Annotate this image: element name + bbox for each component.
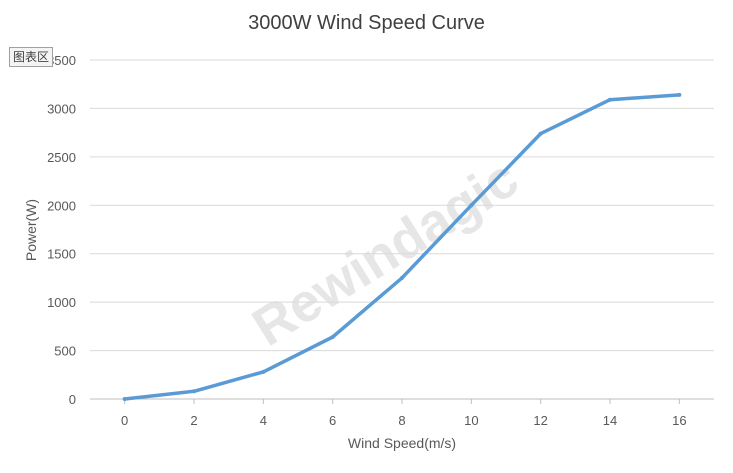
x-tick-label: 2 (190, 413, 197, 428)
series-layer (122, 92, 682, 401)
x-axis-title: Wind Speed(m/s) (348, 435, 456, 451)
y-tick-label: 2000 (47, 198, 76, 213)
x-tick-label: 4 (260, 413, 267, 428)
watermark-text: Rewindagic (242, 148, 528, 358)
data-point[interactable] (192, 389, 196, 394)
y-axis-ticks: 0 500 1000 1500 2000 2500 3000 3500 (47, 53, 76, 407)
y-tick-label: 3500 (47, 53, 76, 68)
y-tick-label: 2500 (47, 150, 76, 165)
x-tick-label: 8 (398, 413, 405, 428)
x-tick-label: 12 (533, 413, 547, 428)
y-tick-label: 1000 (47, 295, 76, 310)
x-tick-label: 6 (329, 413, 336, 428)
x-tick-label: 10 (464, 413, 478, 428)
data-point[interactable] (400, 275, 404, 280)
y-tick-label: 3000 (47, 101, 76, 116)
data-point[interactable] (677, 92, 682, 97)
data-point[interactable] (538, 131, 543, 136)
y-tick-label: 500 (54, 344, 76, 359)
x-tick-label: 0 (121, 413, 128, 428)
data-point[interactable] (469, 203, 474, 208)
data-point[interactable] (330, 335, 335, 340)
y-tick-label: 0 (69, 392, 76, 407)
y-tick-label: 1500 (47, 247, 76, 262)
data-point[interactable] (608, 97, 612, 102)
data-point[interactable] (261, 369, 266, 374)
x-tick-label: 14 (603, 413, 617, 428)
y-axis-title: Power(W) (23, 199, 39, 261)
data-point[interactable] (122, 397, 127, 401)
x-axis-ticks: 0 2 4 6 8 10 12 14 16 (121, 399, 687, 428)
x-tick-label: 16 (672, 413, 686, 428)
chart-title: 3000W Wind Speed Curve (248, 12, 485, 34)
chart-area-tag[interactable]: 图表区 (9, 47, 54, 67)
